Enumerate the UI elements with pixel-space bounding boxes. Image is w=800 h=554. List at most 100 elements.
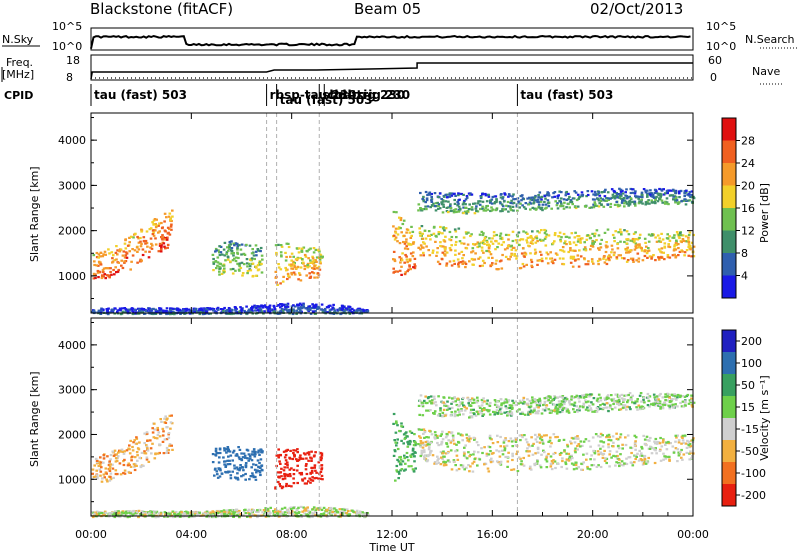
scatter-cell bbox=[441, 251, 445, 254]
scatter-cell bbox=[589, 408, 593, 412]
scatter-cell bbox=[427, 396, 430, 399]
scatter-cell bbox=[280, 304, 283, 308]
scatter-cell bbox=[230, 308, 233, 311]
scatter-cell bbox=[104, 253, 107, 256]
scatter-cell bbox=[393, 450, 397, 453]
scatter-cell bbox=[472, 408, 475, 411]
scatter-cell bbox=[428, 446, 431, 449]
scatter-cell bbox=[633, 192, 637, 195]
scatter-cell bbox=[319, 256, 322, 259]
scatter-cell bbox=[481, 414, 484, 417]
scatter-cell bbox=[473, 243, 476, 246]
scatter-cell bbox=[326, 511, 330, 514]
scatter-cell bbox=[128, 471, 131, 474]
scatter-cell bbox=[92, 254, 96, 257]
scatter-cell bbox=[399, 261, 402, 264]
scatter-cell bbox=[400, 468, 404, 471]
scatter-cell bbox=[131, 309, 134, 312]
scatter-cell bbox=[118, 462, 122, 465]
scatter-cell bbox=[683, 191, 686, 194]
scatter-cell bbox=[138, 441, 141, 444]
scatter-cell bbox=[228, 470, 231, 473]
scatter-cell bbox=[163, 245, 166, 248]
scatter-cell bbox=[684, 235, 688, 238]
scatter-cell bbox=[225, 451, 228, 454]
scatter-cell bbox=[294, 449, 298, 452]
scatter-cell bbox=[510, 244, 513, 247]
scatter-cell bbox=[616, 438, 620, 441]
scatter-cell bbox=[143, 450, 146, 453]
scatter-cell bbox=[123, 260, 126, 263]
scatter-cell bbox=[478, 410, 482, 413]
scatter-cell bbox=[464, 262, 468, 266]
scatter-cell bbox=[396, 270, 399, 273]
scatter-cell bbox=[676, 405, 679, 408]
scatter-cell bbox=[442, 408, 446, 411]
scatter-cell bbox=[417, 246, 420, 249]
scatter-cell bbox=[139, 236, 142, 240]
scatter-cell bbox=[619, 433, 623, 436]
scatter-cell bbox=[591, 198, 595, 201]
scatter-cell bbox=[527, 443, 530, 446]
scatter-cell bbox=[131, 455, 134, 458]
scatter-cell bbox=[312, 272, 316, 275]
scatter-cell bbox=[140, 230, 143, 233]
scatter-cell bbox=[254, 250, 258, 253]
scatter-cell bbox=[483, 242, 486, 245]
scatter-cell bbox=[487, 247, 491, 250]
scatter-cell bbox=[687, 239, 690, 242]
scatter-cell bbox=[457, 202, 460, 205]
scatter-cell bbox=[687, 245, 690, 249]
scatter-cell bbox=[441, 227, 445, 230]
scatter-cell bbox=[232, 254, 235, 257]
scatter-cell bbox=[280, 475, 283, 478]
scatter-cell bbox=[538, 441, 542, 444]
scatter-cell bbox=[634, 190, 637, 193]
scatter-cell bbox=[227, 307, 231, 310]
scatter-cell bbox=[179, 310, 183, 313]
scatter-cell bbox=[474, 414, 478, 417]
scatter-cell bbox=[637, 260, 640, 263]
scatter-cell bbox=[398, 429, 401, 433]
scatter-cell bbox=[551, 242, 555, 245]
scatter-cell bbox=[206, 514, 209, 517]
scatter-cell bbox=[438, 412, 441, 416]
scatter-cell bbox=[584, 395, 588, 398]
scatter-cell bbox=[657, 194, 660, 197]
scatter-cell bbox=[680, 456, 683, 459]
scatter-cell bbox=[643, 250, 646, 253]
scatter-cell bbox=[637, 404, 641, 407]
scatter-cell bbox=[117, 451, 120, 454]
scatter-cell bbox=[233, 464, 236, 467]
scatter-cell bbox=[498, 200, 502, 204]
scatter-cell bbox=[597, 234, 601, 237]
scatter-cell bbox=[529, 208, 532, 211]
scatter-cell bbox=[419, 394, 423, 397]
scatter-cell bbox=[154, 237, 157, 240]
scatter-cell bbox=[559, 402, 563, 405]
scatter-cell bbox=[125, 256, 129, 259]
scatter-cell bbox=[534, 401, 538, 404]
scatter-cell bbox=[469, 411, 472, 414]
scatter-cell bbox=[280, 255, 283, 258]
scatter-cell bbox=[668, 459, 671, 462]
scatter-cell bbox=[547, 395, 551, 398]
scatter-cell bbox=[511, 230, 515, 233]
scatter-cell bbox=[443, 240, 447, 243]
scatter-cell bbox=[647, 233, 651, 236]
scatter-cell bbox=[222, 269, 225, 272]
scatter-cell bbox=[588, 206, 591, 209]
scatter-cell bbox=[159, 248, 163, 251]
scatter-cell bbox=[532, 409, 536, 412]
scatter-cell bbox=[400, 265, 403, 268]
scatter-cell bbox=[396, 424, 399, 427]
scatter-cell bbox=[170, 307, 173, 310]
scatter-cell bbox=[531, 398, 534, 402]
scatter-cell bbox=[227, 511, 231, 514]
scatter-cell bbox=[439, 244, 442, 248]
scatter-cell bbox=[483, 236, 487, 239]
scatter-cell bbox=[303, 267, 307, 271]
scatter-cell bbox=[610, 251, 613, 254]
scatter-cell bbox=[347, 510, 350, 513]
scatter-cell bbox=[405, 231, 408, 234]
